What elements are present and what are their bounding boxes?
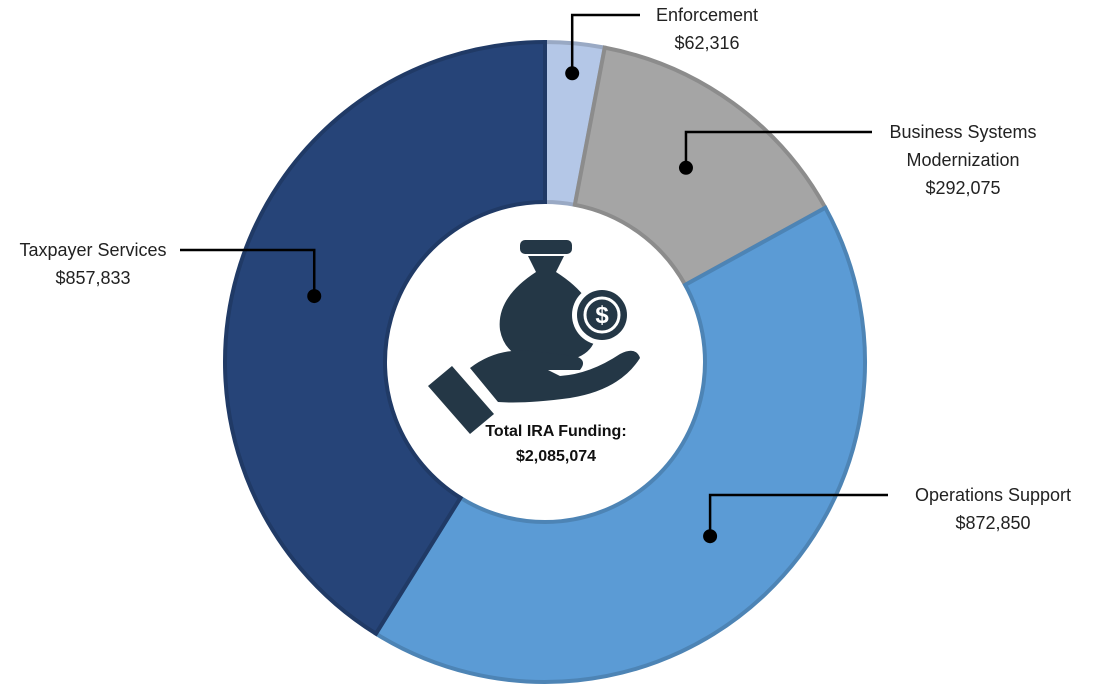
leader-line — [708, 493, 888, 537]
leader-line — [570, 13, 640, 74]
slice — [572, 45, 829, 288]
slice-label: Taxpayer Services $857,833 — [0, 236, 188, 292]
leader-line — [180, 248, 316, 297]
svg-text:$: $ — [595, 302, 609, 329]
category-label: Operations Support — [914, 485, 1072, 505]
category-label: Business Systems Modernization — [889, 122, 1037, 170]
leaders — [180, 13, 888, 544]
slice-label: Operations Support $872,850 — [883, 481, 1099, 537]
slice-label: Enforcement $62,316 — [597, 1, 817, 57]
center-text: Total IRA Funding: — [485, 423, 626, 440]
leader-dot — [307, 289, 322, 304]
value-label: $857,833 — [55, 268, 131, 288]
leader-dot — [678, 160, 693, 175]
category-label: Enforcement — [655, 5, 759, 25]
value-label: $292,075 — [925, 178, 1001, 198]
value-label: $62,316 — [674, 33, 740, 53]
slice — [373, 205, 867, 684]
leader-dot — [703, 529, 718, 544]
category-label: Taxpayer Services — [19, 240, 167, 260]
leader-dot — [565, 66, 580, 81]
value-label: $872,850 — [955, 513, 1031, 533]
money-hand-icon: $ — [428, 240, 640, 434]
slices — [223, 39, 867, 684]
total-label: $2,085,074 — [516, 448, 596, 465]
slice-label: Business Systems Modernization $292,075 — [868, 118, 1058, 202]
slice — [223, 39, 547, 637]
leader-line — [684, 130, 872, 168]
